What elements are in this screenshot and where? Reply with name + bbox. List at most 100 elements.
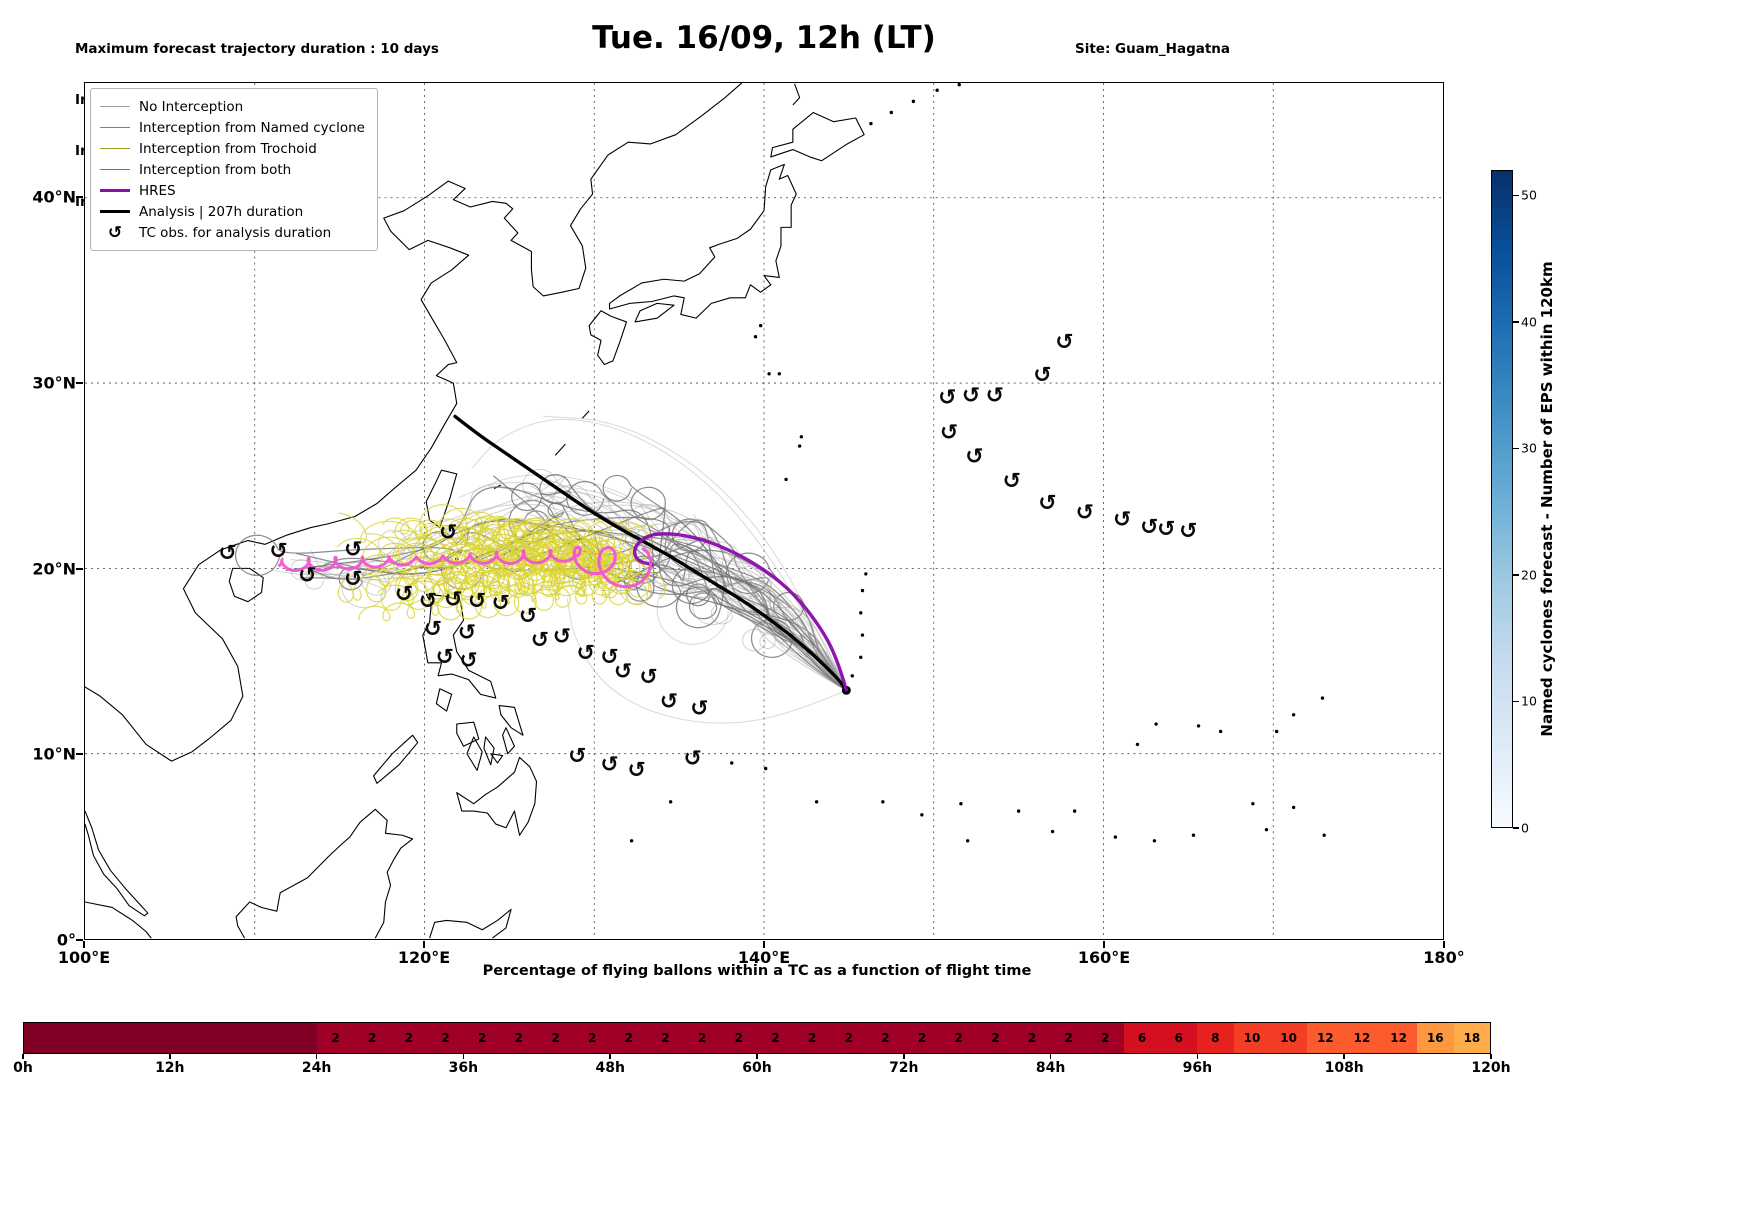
- y-tick-label: 20°N: [32, 559, 76, 578]
- eps-colorbar: [1491, 170, 1513, 828]
- flight-time-segment: 2: [610, 1023, 648, 1053]
- legend-item: Interception from Named cyclone: [100, 117, 365, 138]
- colorbar-tick-label: 10: [1521, 693, 1537, 709]
- legend-item: Analysis | 207h duration: [100, 201, 365, 222]
- legend-label: Analysis | 207h duration: [139, 203, 304, 220]
- tick-mark: [756, 1054, 758, 1059]
- tick-mark: [76, 939, 83, 941]
- legend-label: Interception from both: [139, 161, 292, 178]
- time-tick-label: 120h: [1471, 1060, 1511, 1076]
- time-tick-label: 84h: [1035, 1060, 1066, 1076]
- flight-time-segment: [97, 1023, 134, 1053]
- analysis-track: [453, 414, 848, 692]
- page-title: Tue. 16/09, 12h (LT): [592, 20, 936, 56]
- tick-mark: [1513, 447, 1519, 450]
- flight-time-segment: 10: [1233, 1023, 1271, 1053]
- ensemble-no-interception: [234, 469, 847, 691]
- tc-obs-icon: ↺: [458, 621, 476, 646]
- tick-mark: [763, 941, 765, 948]
- tick-mark: [76, 567, 83, 570]
- flight-time-segment: 10: [1270, 1023, 1307, 1053]
- tc-observations: ↺↺↺ ↺ ↺↺↺↺↺ ↺ ↺ ↺↺ ↺↺ ↺↺↺↺↺ ↺ ↺ ↺ ↺↺↺ ↺ ↺ ↺↺ ↺ ↺ ↺↺ ↺↺ ↺↺ ↺ ↺…: [218, 330, 1197, 783]
- flight-time-segment: 2: [463, 1023, 501, 1053]
- flight-time-segment: 2: [353, 1023, 391, 1053]
- tc-obs-icon: ↺: [1033, 363, 1051, 388]
- tick-mark: [1513, 194, 1519, 197]
- flight-time-segment: 12: [1380, 1023, 1417, 1053]
- tc-obs-icon: ↺: [600, 752, 618, 777]
- legend-item: Interception from both: [100, 159, 365, 180]
- time-tick-label: 12h: [155, 1060, 185, 1076]
- flight-time-segment: 6: [1123, 1023, 1161, 1053]
- flight-time-segment: 2: [793, 1023, 831, 1053]
- flight-time-segment: 2: [977, 1023, 1014, 1053]
- tick-mark: [76, 196, 83, 198]
- flight-time-segment: [280, 1023, 318, 1053]
- tick-mark: [1513, 321, 1519, 323]
- tc-obs-icon: ↺: [614, 660, 632, 685]
- y-tick-label: 40°N: [32, 187, 76, 207]
- legend-label: Interception from Trochoid: [139, 140, 317, 157]
- colorbar-tick-label: 40: [1521, 314, 1537, 330]
- tick-mark: [1343, 1054, 1345, 1059]
- flight-time-segment: 2: [867, 1023, 904, 1053]
- tc-obs-icon: ↺: [436, 645, 454, 670]
- flight-time-segment: 2: [427, 1023, 464, 1053]
- tick-mark: [76, 381, 83, 384]
- legend-line-sample: [100, 169, 130, 170]
- tick-mark: [22, 1054, 24, 1059]
- flight-time-segment: 8: [1197, 1023, 1234, 1053]
- tc-obs-icon: ↺: [627, 758, 645, 783]
- time-tick-label: 96h: [1182, 1060, 1213, 1076]
- flight-time-segment: 6: [1160, 1023, 1197, 1053]
- flight-time-segment: [243, 1023, 281, 1053]
- x-tick-label: 100°E: [57, 948, 111, 967]
- legend-item: HRES: [100, 180, 365, 201]
- tc-obs-icon: ↺: [965, 445, 983, 470]
- x-tick-label: 140°E: [737, 948, 791, 967]
- map-legend: No Interception Interception from Named c…: [90, 88, 378, 251]
- tick-mark: [1049, 1054, 1052, 1059]
- tc-obs-icon: ↺: [519, 604, 537, 629]
- flight-time-segment: 2: [720, 1023, 758, 1053]
- tc-obs-icon: ↺: [962, 384, 980, 409]
- coastlines: [85, 83, 1326, 939]
- tc-obs-icon: ↺: [577, 641, 595, 666]
- tc-obs-icon: ↺: [1038, 491, 1056, 516]
- tick-mark: [83, 941, 85, 948]
- tc-obs-icon: ↺: [1179, 519, 1197, 544]
- flight-time-segment: [170, 1023, 208, 1053]
- tc-obs-icon: ↺: [492, 591, 510, 616]
- tick-mark: [609, 1054, 611, 1059]
- param-line-duration: Maximum forecast trajectory duration : 1…: [75, 41, 439, 57]
- tc-obs-icon: ↺: [639, 665, 657, 690]
- legend-label: HRES: [139, 182, 176, 199]
- tick-mark: [315, 1054, 318, 1059]
- map-canvas: ↺↺↺ ↺ ↺↺↺↺↺ ↺ ↺ ↺↺ ↺↺ ↺↺↺↺↺ ↺ ↺ ↺ ↺↺↺ ↺ ↺ ↺↺ ↺ ↺ ↺↺ ↺↺ ↺↺ ↺ ↺…: [85, 83, 1443, 939]
- tick-mark: [169, 1054, 171, 1059]
- tick-mark: [462, 1054, 465, 1059]
- legend-line-sample: [100, 148, 130, 149]
- time-tick-label: 108h: [1324, 1060, 1364, 1076]
- tc-obs-icon: ↺: [690, 697, 708, 722]
- tick-mark: [423, 941, 425, 948]
- flight-time-segment: 18: [1453, 1023, 1491, 1053]
- tc-obs-icon: ↺: [1076, 500, 1094, 525]
- flight-time-segment: [133, 1023, 171, 1053]
- tc-obs-icon: ↺: [459, 649, 477, 674]
- legend-line-sample: [100, 189, 130, 192]
- flight-time-segment: 2: [573, 1023, 611, 1053]
- tc-obs-icon: ↺: [395, 582, 413, 607]
- flight-time-segment: 12: [1306, 1023, 1344, 1053]
- tick-mark: [1490, 1054, 1492, 1059]
- y-tick-label: 0°: [56, 930, 76, 950]
- tc-obs-icon: ↺: [938, 385, 956, 410]
- info-line-site: Site: Guam_Hagatna: [1075, 41, 1231, 57]
- tc-obs-icon: ↺: [553, 624, 571, 649]
- flight-time-segment: 2: [940, 1023, 978, 1053]
- colorbar-tick-label: 0: [1521, 820, 1529, 836]
- y-tick-label: 10°N: [32, 744, 76, 764]
- x-tick-label: 160°E: [1077, 948, 1131, 967]
- tc-obs-icon: ↺: [439, 521, 457, 546]
- colorbar-tick-label: 50: [1521, 187, 1537, 203]
